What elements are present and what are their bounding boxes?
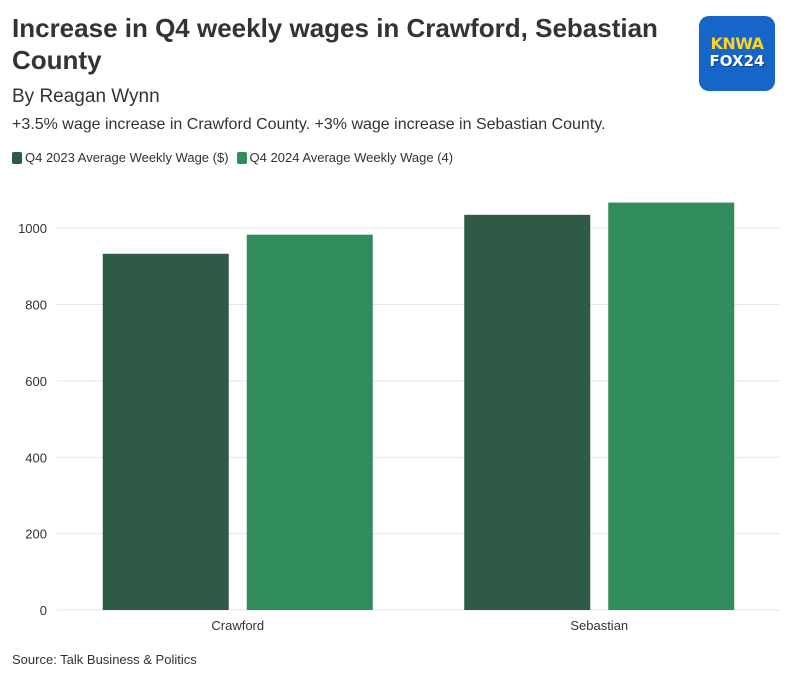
legend-label-q4-2024: Q4 2024 Average Weekly Wage (4) — [249, 150, 454, 165]
x-tick-label-crawford: Crawford — [211, 618, 264, 633]
bar-chart: 0 200 400 600 800 1000 Crawford Sebastian — [18, 202, 780, 633]
legend-item-q4-2024: Q4 2024 Average Weekly Wage (4) — [236, 150, 454, 165]
logo-text-fox24: FOX24 — [709, 52, 765, 70]
chart-subtitle: +3.5% wage increase in Crawford County. … — [12, 116, 606, 133]
x-tick-label-sebastian: Sebastian — [570, 618, 628, 633]
legend-swatch-q4-2024 — [236, 151, 247, 164]
y-tick-label-0: 0 — [40, 603, 47, 618]
legend: Q4 2023 Average Weekly Wage ($) Q4 2024 … — [12, 150, 461, 165]
legend-label-q4-2023: Q4 2023 Average Weekly Wage ($) — [25, 150, 229, 165]
bar-crawford-series-2 — [246, 234, 373, 610]
knwa-fox24-logo: KNWA FOX24 — [699, 16, 775, 91]
y-tick-label-600: 600 — [25, 374, 47, 389]
y-tick-label-800: 800 — [25, 298, 47, 313]
y-tick-label-1000: 1000 — [18, 221, 47, 236]
source-note: Source: Talk Business & Politics — [12, 652, 197, 667]
byline: By Reagan Wynn — [12, 86, 160, 107]
legend-swatch-q4-2023 — [12, 151, 22, 164]
bar-sebastian-series-2 — [608, 202, 735, 610]
legend-item-q4-2023: Q4 2023 Average Weekly Wage ($) — [12, 150, 229, 165]
y-tick-label-200: 200 — [25, 527, 47, 542]
logo-text-knwa: KNWA — [710, 34, 764, 53]
chart-title: Increase in Q4 weekly wages in Crawford,… — [12, 13, 658, 75]
bar-sebastian-series-1 — [464, 214, 591, 610]
bar-crawford-series-1 — [102, 253, 229, 610]
y-tick-label-400: 400 — [25, 450, 47, 465]
